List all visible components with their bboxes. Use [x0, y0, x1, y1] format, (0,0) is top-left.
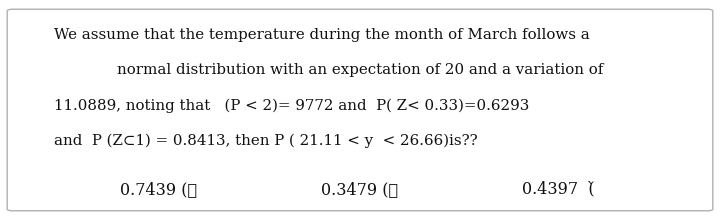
Text: 0.3479 (把: 0.3479 (把	[321, 181, 399, 198]
FancyBboxPatch shape	[7, 9, 713, 211]
Text: and  P (Z⊂1) = 0.8413, then P ( 21.11 < y  < 26.66)is??: and P (Z⊂1) = 0.8413, then P ( 21.11 < y…	[54, 134, 477, 148]
Text: normal distribution with an expectation of 20 and a variation of: normal distribution with an expectation …	[117, 63, 603, 77]
Text: We assume that the temperature during the month of March follows a: We assume that the temperature during th…	[54, 28, 590, 42]
Text: 0.4397  (̀: 0.4397 (̀	[522, 181, 594, 198]
Text: 11.0889, noting that   (P < 2)= 9772 and  P( Z< 0.33)=0.6293: 11.0889, noting that (P < 2)= 9772 and P…	[54, 98, 529, 113]
Text: 0.7439 (ج: 0.7439 (ج	[120, 181, 197, 198]
